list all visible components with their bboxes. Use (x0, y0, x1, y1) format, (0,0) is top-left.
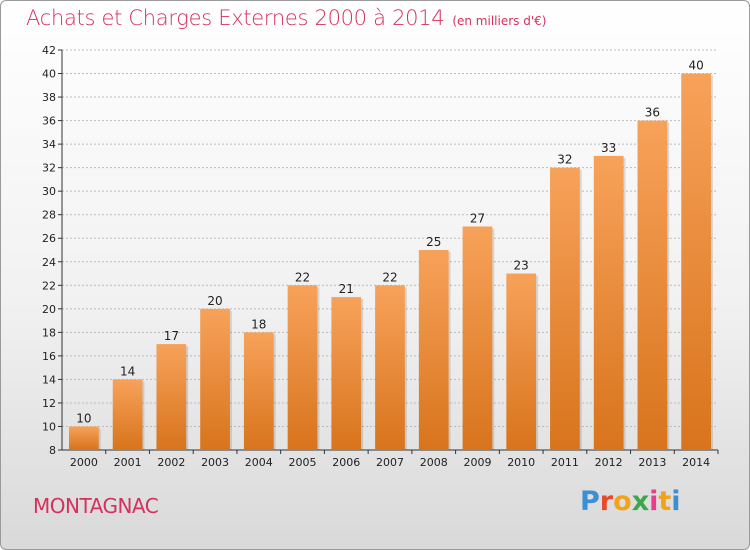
logo-letter: r (599, 486, 614, 517)
y-tick-label: 10 (42, 420, 56, 433)
y-tick-label: 42 (42, 44, 56, 57)
y-tick-label: 18 (42, 326, 56, 339)
bar-2001 (112, 379, 143, 450)
x-tick-label-2012: 2012 (595, 456, 623, 469)
x-tick-label-2006: 2006 (332, 456, 360, 469)
y-tick-label: 16 (42, 350, 56, 363)
bar-2008 (418, 250, 449, 450)
bar-2014 (681, 73, 712, 450)
bar-2003 (200, 308, 230, 450)
x-tick-label-2014: 2014 (682, 456, 710, 469)
y-tick-label: 8 (49, 444, 56, 457)
proxiti-logo: Proxiti (580, 486, 681, 517)
data-label-2011: 32 (557, 153, 572, 167)
x-tick-label-2004: 2004 (245, 456, 273, 469)
y-tick-label: 24 (42, 256, 56, 269)
bar-2010 (506, 273, 537, 450)
x-tick-label-2009: 2009 (463, 456, 491, 469)
x-tick-label-2011: 2011 (551, 456, 579, 469)
data-label-2004: 18 (251, 317, 266, 331)
y-tick-label: 12 (42, 397, 56, 410)
bar-2013 (637, 120, 668, 451)
data-label-2013: 36 (645, 106, 660, 120)
y-tick-label: 38 (42, 91, 56, 104)
y-tick-label: 20 (42, 303, 56, 316)
y-tick-label: 22 (42, 279, 56, 292)
bar-2009 (462, 226, 493, 450)
data-label-2001: 14 (120, 364, 135, 378)
data-label-2014: 40 (688, 59, 703, 73)
y-tick-label: 30 (42, 185, 56, 198)
label-layer: 10 2000 14 2001 17 2002 20 2003 18 2004 22 2005 21 20… (70, 59, 710, 469)
bar-layer (68, 73, 714, 451)
logo-letter: i (649, 486, 659, 517)
x-tick-label-2007: 2007 (376, 456, 404, 469)
data-label-2008: 25 (426, 235, 441, 249)
x-tick-label-2013: 2013 (638, 456, 666, 469)
y-tick-label: 40 (42, 68, 56, 81)
x-tick-label-2008: 2008 (420, 456, 448, 469)
logo-letter: P (580, 486, 600, 517)
data-label-2009: 27 (470, 211, 485, 225)
bar-2006 (331, 297, 362, 450)
data-label-2002: 17 (164, 329, 179, 343)
chart-title: Achats et Charges Externes 2000 à 2014 (e… (26, 6, 546, 30)
data-label-2007: 22 (382, 270, 397, 284)
y-tick-label: 14 (42, 373, 56, 386)
x-tick-label-2005: 2005 (289, 456, 317, 469)
data-label-2003: 20 (207, 294, 222, 308)
bar-2004 (243, 332, 274, 450)
x-tick-label-2001: 2001 (114, 456, 142, 469)
bar-2000 (68, 426, 99, 450)
y-tick-label: 32 (42, 162, 56, 175)
x-tick-label-2003: 2003 (201, 456, 229, 469)
x-tick-label-2010: 2010 (507, 456, 535, 469)
logo-letter: x (631, 486, 650, 517)
logo-letter: i (671, 486, 681, 517)
title-main: Achats et Charges Externes 2000 à 2014 (26, 6, 445, 30)
logo-letter: t (658, 486, 672, 517)
y-tick-label: 28 (42, 209, 56, 222)
y-tick-label: 26 (42, 232, 56, 245)
bar-2011 (550, 167, 580, 450)
y-tick-label: 36 (42, 115, 56, 128)
data-label-2010: 23 (514, 259, 529, 273)
x-tick-label-2000: 2000 (70, 456, 98, 469)
commune-name: MONTAGNAC (33, 494, 159, 518)
title-unit: (en milliers d'€) (452, 14, 547, 28)
y-tick-label: 34 (42, 138, 56, 151)
bar-2012 (593, 155, 624, 450)
x-tick-label-2002: 2002 (157, 456, 185, 469)
bar-2007 (375, 285, 405, 450)
data-label-2000: 10 (76, 411, 91, 425)
logo-letter: o (613, 486, 632, 517)
bar-2002 (156, 344, 187, 450)
data-label-2012: 33 (601, 141, 616, 155)
bar-2005 (287, 285, 318, 450)
data-label-2006: 21 (339, 282, 354, 296)
data-label-2005: 22 (295, 270, 310, 284)
